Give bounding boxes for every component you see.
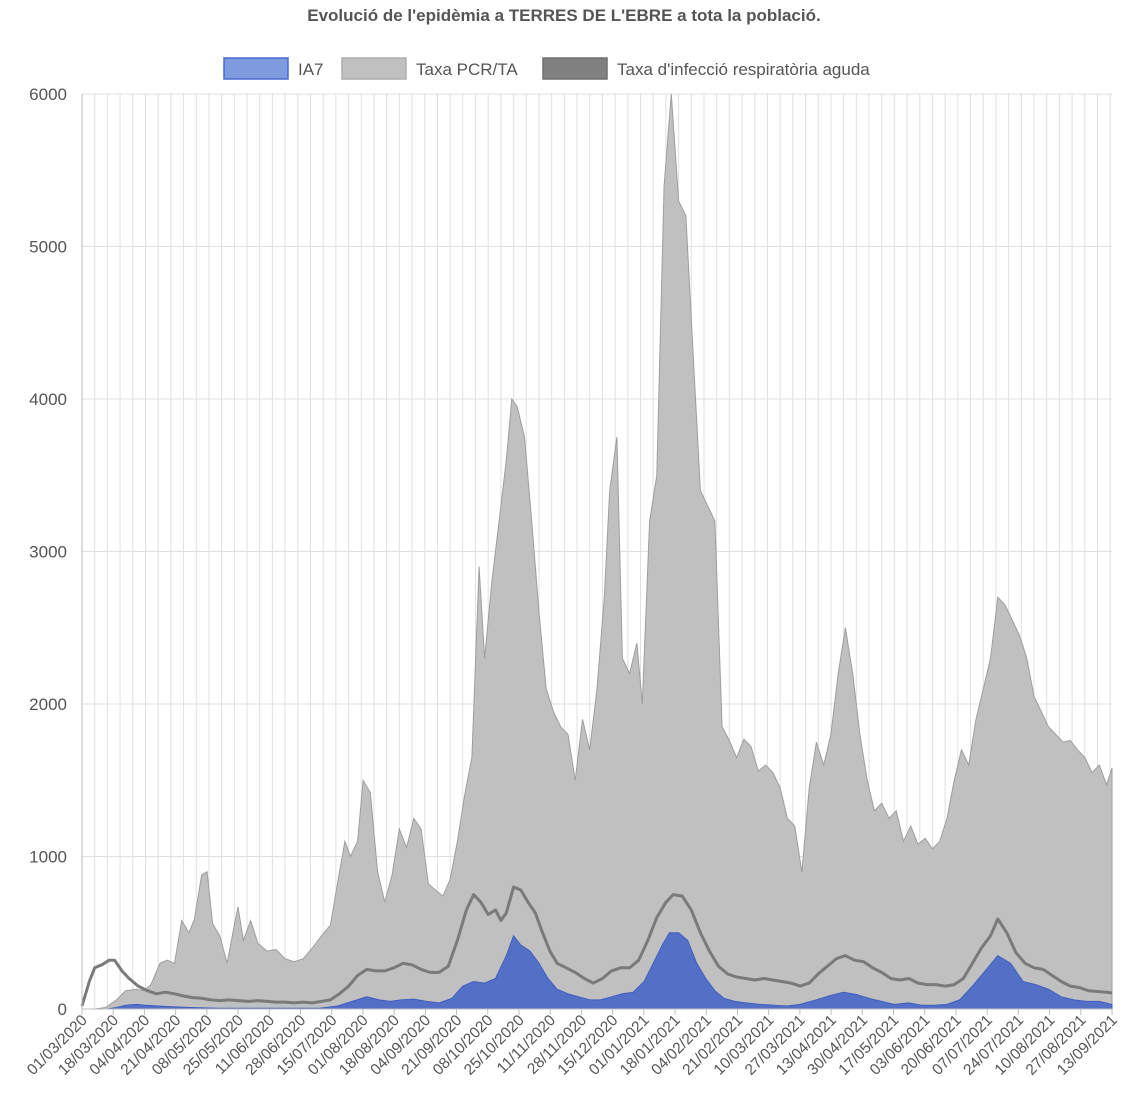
legend-label: Taxa PCR/TA [416, 60, 518, 79]
legend-label: Taxa d'infecció respiratòria aguda [617, 60, 870, 79]
legend-swatch [223, 57, 289, 80]
legend-swatch [542, 57, 608, 80]
series-layer [80, 93, 1113, 1010]
legend: IA7 Taxa PCR/TA Taxa d'infecció respiratòr… [223, 57, 870, 80]
y-tick-label: 1000 [29, 848, 67, 867]
axes: 010002000300040005000600001/03/202018/03… [24, 85, 1121, 1079]
pcr-ta-area [82, 93, 1113, 1010]
y-tick-label: 4000 [29, 390, 67, 409]
y-tick-label: 5000 [29, 238, 67, 257]
y-tick-label: 6000 [29, 85, 67, 104]
ia7-area [82, 932, 1113, 1010]
legend-label: IA7 [298, 60, 324, 79]
y-tick-label: 2000 [29, 695, 67, 714]
y-tick-label: 0 [58, 1000, 67, 1019]
respiratory-infection-line [80, 885, 1113, 1007]
y-tick-label: 3000 [29, 543, 67, 562]
chart-title: Evolució de l'epidèmia a TERRES DE L'EBR… [307, 6, 821, 25]
legend-swatch [341, 57, 407, 80]
